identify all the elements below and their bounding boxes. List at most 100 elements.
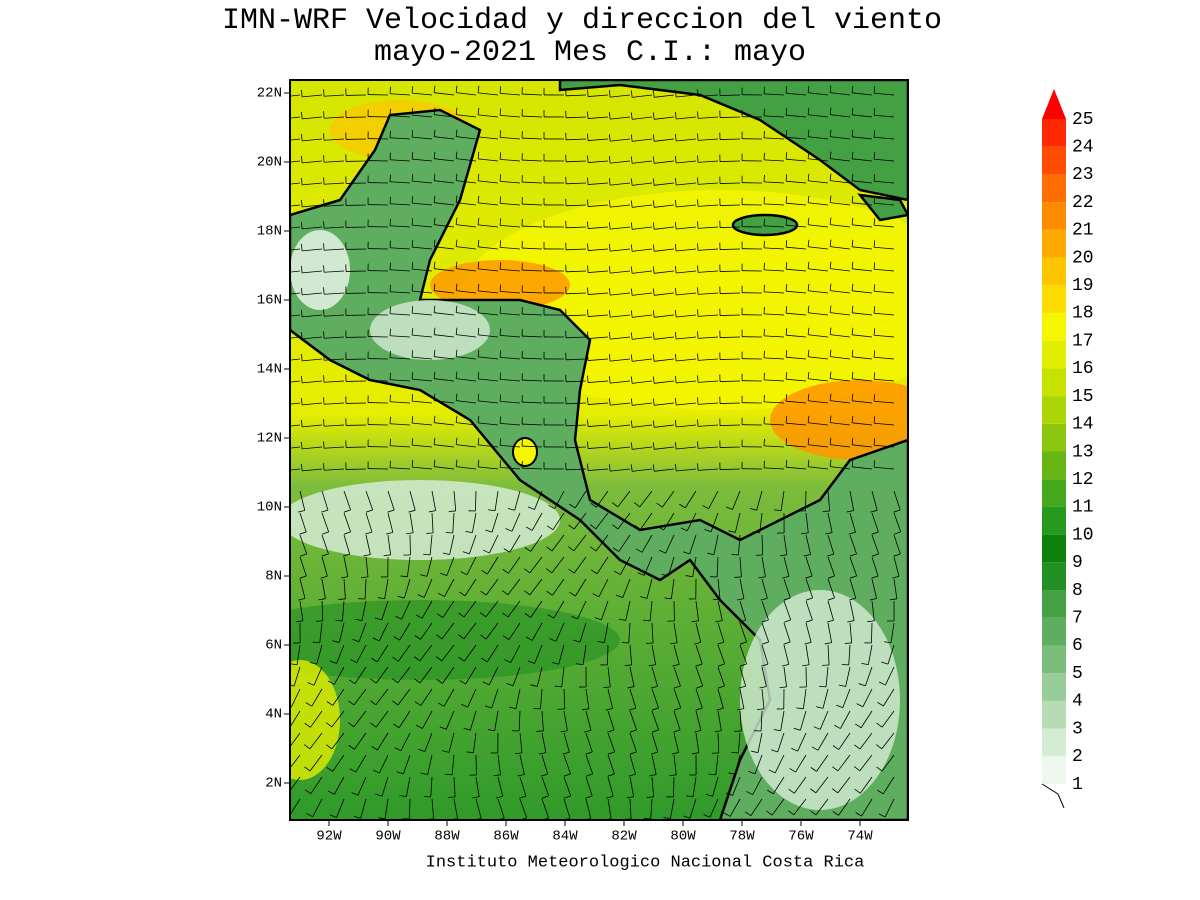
wind-barb	[475, 776, 480, 797]
wind-barb	[874, 334, 895, 338]
wind-barb	[827, 644, 830, 665]
wind-barb	[793, 776, 807, 794]
wind-barb-flag	[299, 575, 307, 579]
wind-barb-flag	[499, 416, 502, 424]
wind-barb	[654, 270, 675, 274]
wind-barb-flag	[585, 773, 593, 777]
wind-barb-flag	[349, 768, 357, 773]
wind-barb	[676, 248, 697, 252]
wind-barb-flag	[761, 619, 769, 623]
wind-barb-flag	[608, 354, 611, 362]
wind-barb	[797, 732, 807, 752]
wind-barb	[676, 226, 697, 230]
wind-barb-flag	[873, 130, 876, 138]
wind-barb	[764, 247, 785, 250]
wind-barb	[434, 268, 455, 272]
wind-barb	[761, 688, 765, 709]
lat-label: 22N	[257, 86, 282, 102]
wind-barb	[507, 600, 521, 618]
wind-barb	[522, 247, 543, 250]
colorbar-box	[1042, 312, 1066, 341]
wind-barb	[585, 754, 594, 774]
wind-barb-flag	[301, 265, 303, 273]
wind-barb	[401, 600, 411, 620]
wind-barb	[500, 202, 521, 206]
wind-barb-flag	[433, 415, 436, 423]
wind-barb	[871, 622, 873, 644]
wind-barb-flag	[752, 531, 760, 534]
wind-barb	[632, 138, 653, 142]
wind-barb	[757, 732, 763, 753]
wind-barb	[698, 336, 719, 339]
wind-barb-flag	[851, 173, 854, 181]
wind-barb	[409, 798, 411, 820]
wind-barb	[774, 754, 785, 774]
land-shade	[740, 590, 900, 810]
lon-label: 84W	[552, 829, 578, 845]
wind-barb	[719, 292, 741, 294]
wind-barb	[387, 512, 394, 533]
wind-barb-flag	[433, 173, 436, 181]
wind-barb-flag	[499, 196, 502, 204]
wind-barb	[603, 622, 609, 643]
wind-barb	[874, 422, 895, 426]
wind-barb	[654, 138, 675, 142]
wind-barb-flag	[607, 773, 615, 777]
wind-barb	[871, 534, 880, 554]
wind-barb-flag	[892, 575, 900, 579]
wind-barb-flag	[796, 707, 804, 710]
wind-barb	[390, 467, 411, 470]
wind-barb	[563, 754, 571, 775]
wind-barb	[639, 490, 653, 508]
wind-barb	[874, 114, 895, 118]
wind-barb	[378, 622, 389, 642]
wind-barb-flag	[394, 747, 402, 752]
wind-barb-flag	[587, 89, 589, 97]
wind-barb-flag	[305, 702, 313, 707]
wind-barb	[302, 424, 323, 428]
wind-barb-flag	[675, 133, 677, 142]
wind-barb-flag	[499, 372, 502, 380]
wind-barb-flag	[455, 305, 458, 313]
wind-barb	[529, 578, 543, 596]
wind-barb	[717, 688, 724, 709]
wind-barb-flag	[675, 177, 677, 186]
wind-barb	[478, 290, 499, 294]
wind-barb	[376, 644, 389, 663]
wind-barb	[302, 182, 323, 186]
wind-barb	[518, 710, 521, 731]
wind-barb	[442, 600, 455, 618]
wind-barb	[764, 423, 785, 426]
wind-barb-flag	[298, 597, 306, 601]
wind-barb-flag	[893, 553, 901, 557]
wind-barb	[673, 732, 679, 753]
wind-barb	[607, 644, 609, 666]
wind-barb-flag	[393, 723, 400, 729]
wind-barb	[676, 380, 697, 384]
wind-barb-flag	[607, 751, 615, 755]
wind-barb	[588, 402, 609, 405]
wind-barb-flag	[675, 265, 677, 274]
wind-barb	[588, 270, 609, 273]
wind-barb-flag	[312, 641, 320, 644]
wind-barb	[497, 776, 504, 797]
wind-barb-flag	[670, 642, 678, 645]
wind-barb	[676, 424, 697, 428]
wind-barb	[689, 798, 697, 819]
wind-barb	[808, 400, 829, 404]
wind-barb	[357, 776, 367, 796]
colorbar-label: 9	[1072, 553, 1083, 573]
wind-barb	[885, 666, 895, 686]
wind-barb	[574, 490, 587, 509]
colorbar-label: 8	[1072, 581, 1083, 601]
wind-barb-flag	[279, 200, 280, 207]
wind-barb-flag	[832, 788, 839, 794]
wind-barb-flag	[829, 261, 832, 269]
wind-barb	[522, 159, 543, 162]
colorbar-box	[1042, 368, 1066, 397]
wind-barb-flag	[629, 751, 637, 755]
wind-barb-flag	[438, 592, 445, 597]
wind-barb-flag	[342, 553, 350, 557]
wind-barb	[407, 556, 411, 577]
wind-barb-flag	[766, 810, 773, 816]
